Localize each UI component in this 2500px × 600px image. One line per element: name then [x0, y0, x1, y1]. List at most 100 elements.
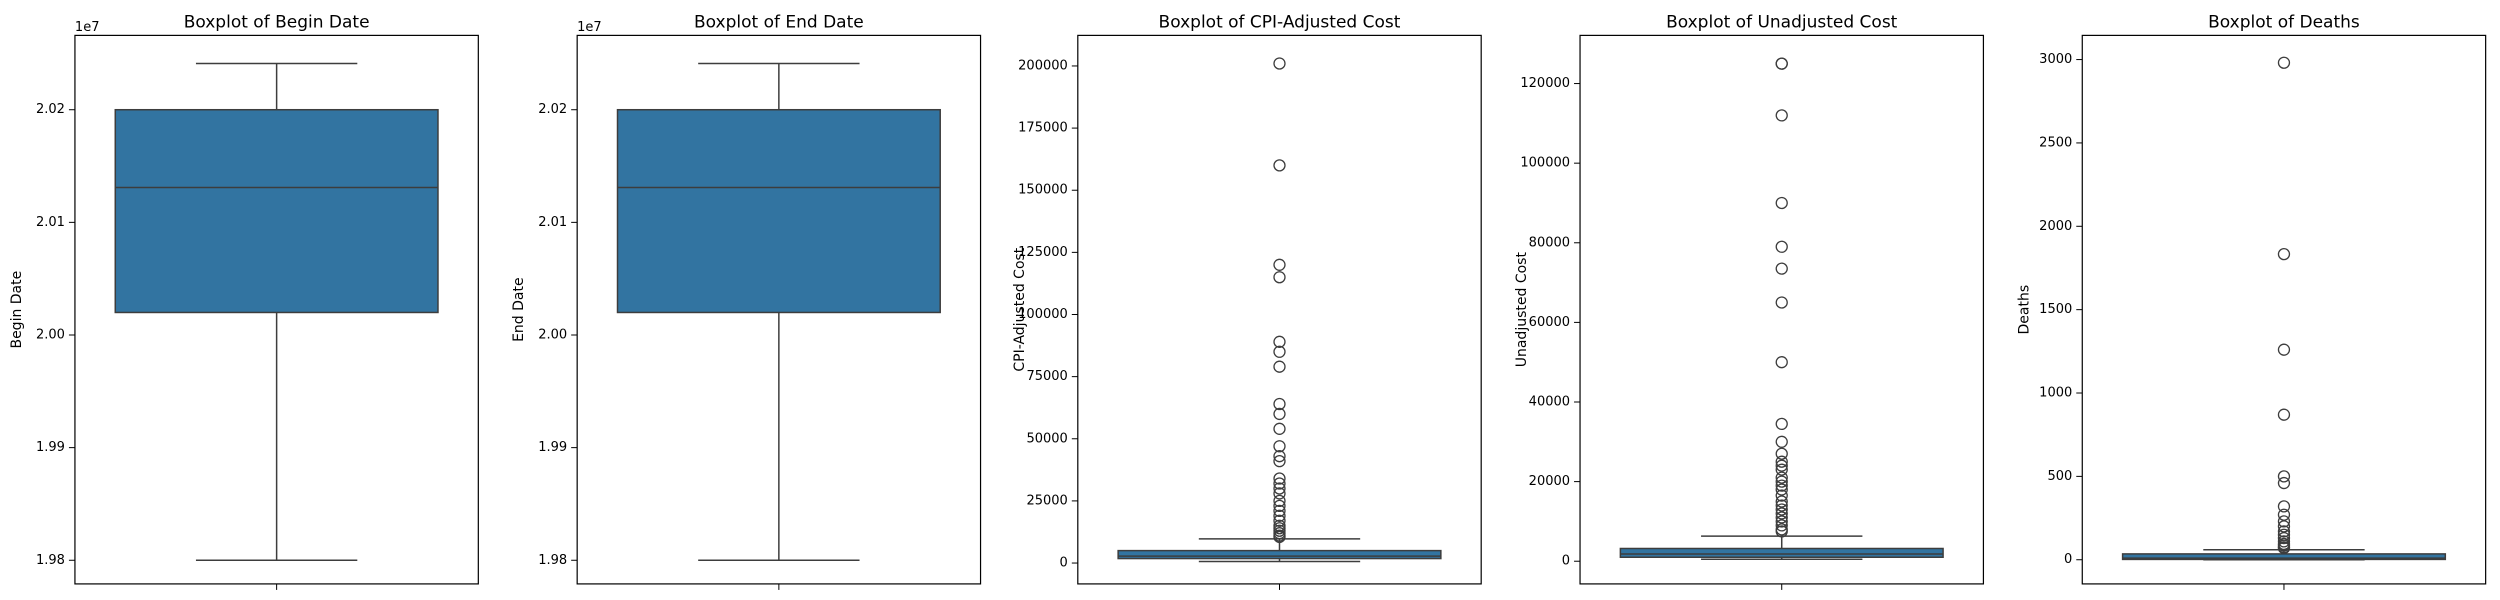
outlier [1273, 422, 1286, 435]
outlier [2277, 408, 2291, 421]
outlier [2277, 520, 2291, 533]
y-tick-label: 80000 [1529, 235, 1570, 250]
outlier [2277, 476, 2291, 490]
y-axis-label: End Date [511, 277, 527, 342]
box [616, 108, 941, 314]
chart-title: Boxplot of End Date [694, 13, 864, 33]
outlier [1273, 57, 1286, 70]
outlier [2277, 56, 2291, 69]
outlier [1273, 499, 1286, 513]
y-tick-label: 0 [1060, 556, 1068, 571]
outlier [1273, 472, 1286, 485]
outlier [1273, 159, 1286, 172]
outlier [1775, 262, 1788, 275]
y-tick-label: 75000 [1026, 369, 1067, 384]
y-tick-label: 0 [2064, 552, 2072, 567]
outlier [1775, 483, 1788, 496]
outlier [1775, 196, 1788, 210]
y-tick-label: 2.01 [538, 215, 567, 230]
outlier [1273, 504, 1286, 517]
outlier [1775, 447, 1788, 460]
outlier [2277, 343, 2291, 356]
y-tick-label: 1.99 [538, 440, 567, 455]
y-tick-label: 60000 [1529, 315, 1570, 330]
outlier [1775, 455, 1788, 468]
box [1117, 549, 1442, 560]
y-tick-label: 120000 [1520, 76, 1570, 91]
outlier [2277, 531, 2291, 545]
y-tick-label: 2.02 [538, 102, 567, 117]
outlier [1273, 335, 1286, 348]
outlier [1273, 271, 1286, 284]
offset-label: 1e7 [577, 20, 602, 35]
outlier [1775, 296, 1788, 309]
y-tick-label: 1.98 [538, 553, 567, 568]
outlier [1775, 495, 1788, 508]
y-tick-label: 1000 [2039, 386, 2072, 401]
chart-title: Boxplot of Deaths [2208, 13, 2360, 33]
outlier [1273, 360, 1286, 373]
outlier [1273, 450, 1286, 463]
chart-title: Boxplot of CPI-Adjusted Cost [1159, 13, 1401, 33]
y-tick-label: 0 [1562, 554, 1570, 569]
outlier [1775, 471, 1788, 484]
outlier [1273, 530, 1286, 544]
y-tick-label: 1.99 [36, 440, 65, 455]
outlier [2277, 515, 2291, 528]
outlier [1775, 489, 1788, 502]
outlier [1775, 356, 1788, 369]
chart-title: Boxplot of Begin Date [184, 13, 370, 33]
outlier [1775, 417, 1788, 431]
outlier [1273, 487, 1286, 500]
outlier [2277, 470, 2291, 483]
plot-frame [2081, 34, 2487, 585]
outlier [1273, 454, 1286, 468]
outlier [1273, 482, 1286, 495]
y-tick-label: 3000 [2039, 52, 2072, 67]
outlier [1775, 519, 1788, 532]
outlier [1775, 507, 1788, 520]
outlier [1273, 407, 1286, 421]
outlier [1775, 503, 1788, 516]
outlier [1775, 240, 1788, 253]
y-axis-label: Deaths [2016, 285, 2032, 335]
y-tick-label: 2.00 [538, 327, 567, 342]
y-tick-label: 2.00 [36, 327, 65, 342]
y-axis-label: Unadjusted Cost [1514, 252, 1530, 368]
outlier [1775, 511, 1788, 524]
outlier [1273, 509, 1286, 522]
y-tick-label: 100000 [1520, 156, 1570, 171]
offset-label: 1e7 [75, 20, 100, 35]
outlier [1775, 525, 1788, 538]
y-tick-label: 150000 [1018, 183, 1068, 198]
outlier [1775, 475, 1788, 488]
y-tick-label: 20000 [1529, 474, 1570, 489]
y-tick-label: 100000 [1018, 307, 1068, 322]
outlier [2277, 508, 2291, 521]
y-tick-label: 125000 [1018, 245, 1068, 260]
y-tick-label: 2000 [2039, 219, 2072, 234]
outlier [2277, 247, 2291, 261]
outlier [2277, 500, 2291, 513]
y-tick-label: 500 [2047, 469, 2072, 484]
box [1619, 547, 1944, 558]
y-tick-label: 50000 [1026, 431, 1067, 446]
chart-title: Boxplot of Unadjusted Cost [1666, 13, 1898, 33]
y-axis-label: CPI-Adjusted Cost [1012, 247, 1028, 371]
y-tick-label: 1.98 [36, 553, 65, 568]
plot-frame [1077, 34, 1482, 585]
y-tick-label: 1500 [2039, 302, 2072, 317]
outlier [1775, 435, 1788, 448]
y-axis-label: Begin Date [9, 271, 25, 349]
outlier [1273, 494, 1286, 508]
y-tick-label: 2500 [2039, 135, 2072, 150]
y-tick-label: 2.02 [36, 102, 65, 117]
outlier [1273, 440, 1286, 453]
outlier [1775, 515, 1788, 528]
y-tick-label: 200000 [1018, 58, 1068, 73]
y-tick-label: 175000 [1018, 121, 1068, 136]
outlier [1775, 463, 1788, 476]
y-tick-label: 40000 [1529, 395, 1570, 410]
y-tick-label: 2.01 [36, 215, 65, 230]
outlier [1273, 397, 1286, 411]
